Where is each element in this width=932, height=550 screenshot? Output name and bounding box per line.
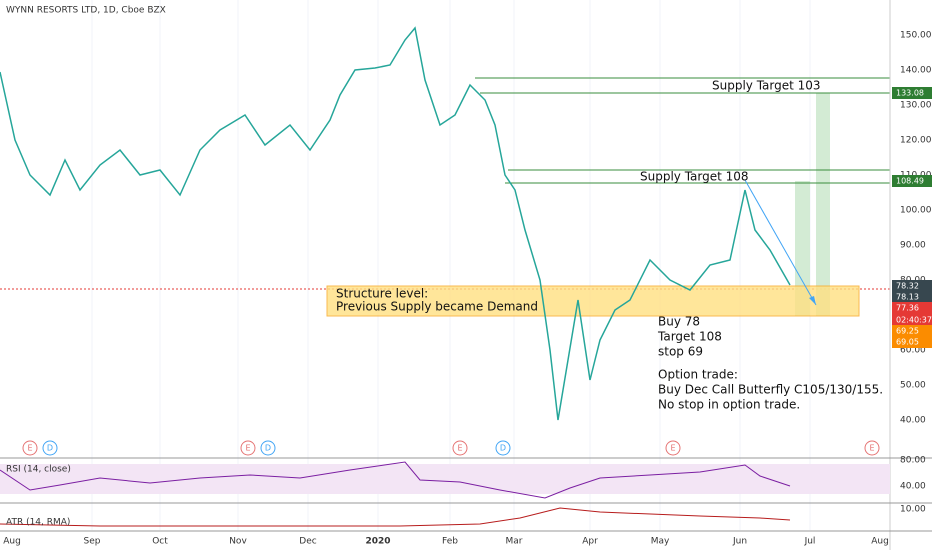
event-text: E <box>27 444 32 453</box>
price-badge <box>892 302 932 314</box>
price-badge-text: 77.36 <box>896 304 919 313</box>
time-tick: 2020 <box>365 537 390 547</box>
price-badge <box>892 87 932 99</box>
annotation: stop 69 <box>658 345 703 359</box>
time-tick: Apr <box>582 537 598 547</box>
price-tick: 120.00 <box>900 136 932 146</box>
event-text: D <box>265 444 271 453</box>
annotation: Buy 78 <box>658 315 700 329</box>
price-tick: 40.00 <box>900 416 926 426</box>
time-tick: Oct <box>152 537 168 547</box>
price-badge-text: 108.49 <box>896 177 924 186</box>
time-tick: Nov <box>229 537 247 547</box>
event-marker <box>452 440 468 456</box>
price-badge <box>892 336 932 348</box>
structure-box <box>326 285 860 317</box>
price-tick: 60.00 <box>900 346 926 356</box>
event-text: E <box>869 444 874 453</box>
arrow <box>744 179 817 306</box>
price-badge-text: 69.25 <box>896 327 919 336</box>
time-tick: Jul <box>804 537 816 547</box>
price-badge-text: 02:40:37 <box>896 316 932 325</box>
time-tick: Mar <box>506 537 523 547</box>
price-tick: 50.00 <box>900 381 926 391</box>
annotation: Supply Target 108 <box>640 170 749 184</box>
annotation: Supply Target 103 <box>712 79 821 93</box>
price-badge <box>892 280 932 292</box>
time-tick: Sep <box>84 537 101 547</box>
price-path <box>0 26 791 421</box>
time-tick: May <box>651 537 670 547</box>
price-tick: 130.00 <box>900 101 932 111</box>
axis-label: 80.00 <box>900 456 926 466</box>
event-marker <box>22 440 38 456</box>
annotation: Previous Supply became Demand <box>336 300 538 314</box>
event-text: E <box>670 444 675 453</box>
price-tick: 140.00 <box>900 66 932 76</box>
price-badge <box>892 291 932 303</box>
time-tick: Aug <box>871 537 889 547</box>
time-tick: Jun <box>732 537 747 547</box>
price-badge <box>892 175 932 187</box>
atr-line <box>0 507 791 527</box>
annotation: Option trade: <box>658 368 738 382</box>
event-text: E <box>457 444 462 453</box>
time-tick: Feb <box>442 537 458 547</box>
event-text: D <box>500 444 506 453</box>
event-text: D <box>47 444 53 453</box>
annotation: Target 108 <box>657 330 722 344</box>
axis-label: 40.00 <box>900 482 926 492</box>
price-badge <box>892 314 932 326</box>
annotation: Structure level: <box>336 287 428 301</box>
price-tick: 100.00 <box>900 206 932 216</box>
event-marker <box>240 440 256 456</box>
price-badge-text: 69.05 <box>896 338 919 347</box>
supply-lines <box>475 77 890 184</box>
rsi-band <box>0 464 890 494</box>
annotation: Buy Dec Call Butterfly C105/130/155. <box>658 383 883 397</box>
time-tick: Aug <box>3 537 21 547</box>
price-badge-text: 78.13 <box>896 293 919 302</box>
event-marker <box>260 440 276 456</box>
event-marker <box>864 440 880 456</box>
target-zone <box>816 93 830 316</box>
annotation: No stop in option trade. <box>658 398 800 412</box>
price-badge-text: 133.08 <box>896 89 924 98</box>
event-text: E <box>245 444 250 453</box>
price-badge <box>892 325 932 337</box>
axis-label: 10.00 <box>900 505 926 515</box>
time-tick: Dec <box>299 537 316 547</box>
target-zone <box>795 181 810 316</box>
event-marker <box>495 440 511 456</box>
event-marker <box>42 440 58 456</box>
rsi-line <box>0 461 791 499</box>
pane-label: RSI (14, close) <box>6 465 71 475</box>
arrow-head <box>809 296 816 305</box>
price-badge-text: 78.32 <box>896 282 919 291</box>
title: WYNN RESORTS LTD, 1D, Cboe BZX <box>6 6 166 16</box>
event-marker <box>665 440 681 456</box>
pane-label: ATR (14, RMA) <box>6 518 70 528</box>
price-tick: 90.00 <box>900 241 926 251</box>
price-tick: 150.00 <box>900 31 932 41</box>
